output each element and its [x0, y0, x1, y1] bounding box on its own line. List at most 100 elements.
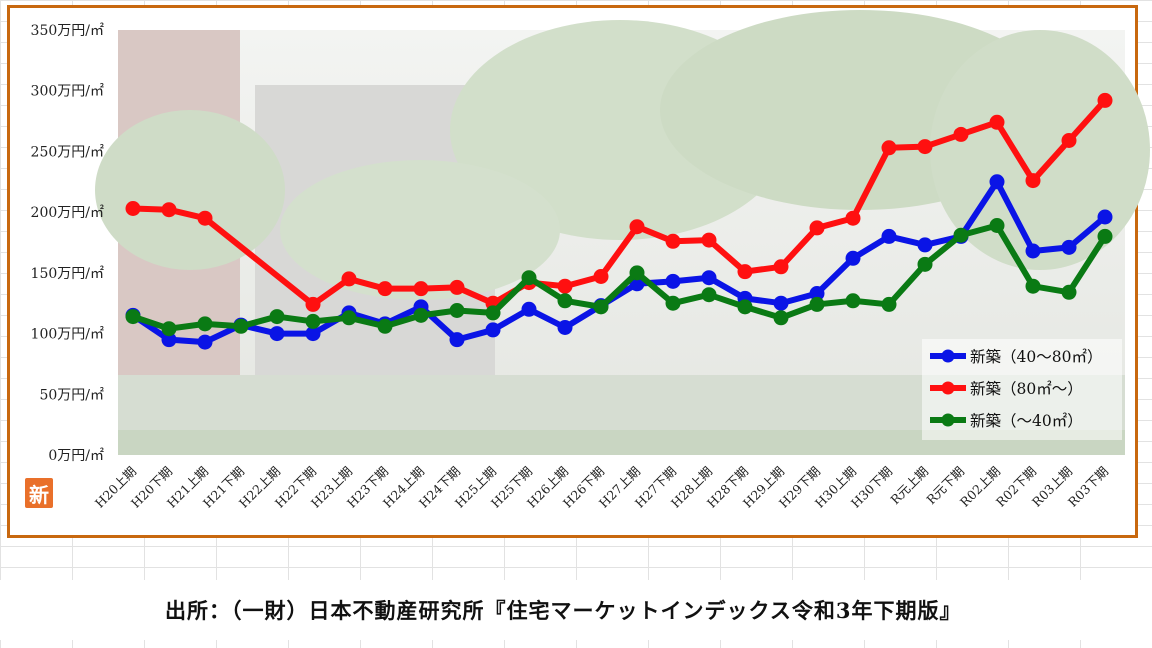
series-3	[125, 218, 1113, 337]
x-tick-label: R元上期	[887, 464, 931, 508]
data-point	[1097, 92, 1113, 108]
data-point	[413, 281, 429, 297]
y-tick-label: 100万円/㎡	[31, 327, 104, 343]
data-point	[557, 278, 573, 294]
data-point	[845, 210, 861, 226]
series-2	[125, 92, 1113, 312]
data-point	[197, 316, 213, 332]
y-tick-label: 50万円/㎡	[39, 387, 104, 403]
source-area	[0, 580, 1152, 640]
legend-item: 新築（40～80㎡）	[930, 348, 1102, 366]
y-tick-label: 350万円/㎡	[31, 23, 104, 39]
data-point	[557, 293, 573, 309]
y-axis: 0万円/㎡ 50万円/㎡ 100万円/㎡ 150万円/㎡ 200万円/㎡ 250万円/㎡ 3…	[31, 23, 104, 464]
data-point	[629, 219, 645, 235]
data-point	[521, 301, 537, 317]
data-point	[773, 310, 789, 326]
data-point	[593, 299, 609, 315]
data-point	[989, 174, 1005, 190]
data-point	[449, 279, 465, 295]
data-point	[809, 220, 825, 236]
x-axis: H20上期H20下期H21上期H21下期H22上期H22下期H23上期H23下期…	[92, 464, 1111, 511]
data-point	[305, 313, 321, 329]
data-point	[449, 332, 465, 348]
series-layer	[125, 92, 1113, 350]
y-tick-label: 150万円/㎡	[31, 266, 104, 282]
legend-label: 新築（80㎡～）	[970, 380, 1083, 398]
data-point	[989, 218, 1005, 233]
data-point	[449, 303, 465, 318]
data-point	[485, 305, 501, 321]
data-point	[413, 307, 429, 323]
data-point	[197, 334, 213, 350]
data-point	[125, 309, 141, 325]
legend-swatch-marker	[941, 413, 955, 427]
data-point	[809, 296, 825, 312]
data-point	[233, 318, 249, 334]
data-point	[269, 309, 285, 325]
data-point	[737, 299, 753, 315]
data-point	[845, 250, 861, 266]
data-point	[1025, 243, 1041, 259]
legend-label: 新築（～40㎡）	[970, 412, 1083, 430]
y-tick-label: 0万円/㎡	[48, 448, 104, 464]
data-point	[1061, 133, 1077, 148]
data-point	[701, 232, 717, 248]
data-point	[881, 296, 897, 312]
data-point	[485, 322, 501, 338]
data-point	[953, 227, 969, 243]
data-point	[665, 233, 681, 249]
data-point	[665, 295, 681, 311]
data-point	[773, 295, 789, 311]
source-caption: 出所：（一財）日本不動産研究所『住宅マーケットインデックス令和3年下期版』	[165, 598, 962, 623]
data-point	[701, 270, 717, 286]
data-point	[773, 259, 789, 275]
new-badge: 新	[25, 478, 53, 508]
data-point	[377, 318, 393, 334]
series-line	[130, 178, 1108, 346]
data-point	[665, 273, 681, 289]
data-point	[1025, 173, 1041, 189]
data-point	[1061, 284, 1077, 300]
data-point	[521, 270, 537, 286]
legend-swatch-marker	[941, 381, 955, 395]
data-point	[1097, 209, 1113, 225]
y-tick-label: 250万円/㎡	[31, 144, 104, 160]
data-point	[557, 320, 573, 335]
data-point	[1025, 278, 1041, 294]
data-point	[917, 139, 933, 155]
data-point	[161, 332, 177, 348]
legend-swatch-marker	[941, 349, 955, 363]
y-tick-label: 200万円/㎡	[31, 205, 104, 221]
data-point	[881, 140, 897, 156]
x-tick-label: R03下期	[1065, 464, 1111, 510]
data-point	[629, 265, 645, 281]
legend-label: 新築（40～80㎡）	[970, 348, 1102, 366]
data-point	[1061, 239, 1077, 255]
data-point	[989, 114, 1005, 130]
data-point	[953, 126, 969, 142]
series-line	[130, 222, 1108, 332]
legend-item: 新築（～40㎡）	[930, 412, 1083, 430]
data-point	[161, 202, 177, 218]
data-point	[701, 287, 717, 303]
data-point	[1097, 228, 1113, 244]
data-point	[197, 210, 213, 226]
data-point	[305, 296, 321, 312]
data-point	[917, 256, 933, 272]
data-point	[377, 281, 393, 297]
data-point	[593, 269, 609, 284]
data-point	[161, 321, 177, 337]
data-point	[917, 237, 933, 253]
data-point	[737, 264, 753, 280]
data-point	[305, 326, 321, 342]
legend-item: 新築（80㎡～）	[930, 380, 1083, 398]
data-point	[341, 271, 357, 287]
y-tick-label: 300万円/㎡	[31, 84, 104, 100]
data-point	[845, 293, 861, 309]
data-point	[125, 201, 141, 216]
data-point	[809, 286, 825, 301]
data-point	[881, 228, 897, 244]
legend: 新築（40～80㎡） 新築（80㎡～） 新築（～40㎡）	[922, 339, 1122, 440]
